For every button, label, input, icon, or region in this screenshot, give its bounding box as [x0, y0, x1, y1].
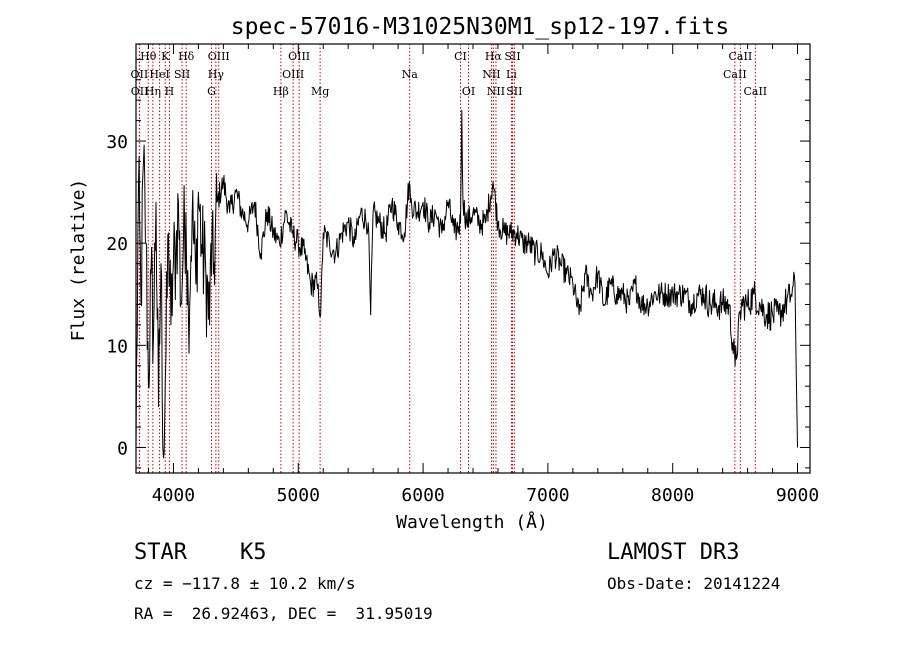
line-marker-label: OIII	[288, 50, 310, 63]
redshift-cz: cz = −117.8 ± 10.2 km/s	[134, 574, 356, 593]
x-tick-label: 7000	[526, 485, 569, 506]
line-marker-label: CaII	[743, 85, 767, 98]
line-marker-label: Hδ	[178, 50, 195, 63]
x-tick-label: 6000	[401, 485, 444, 506]
y-tick-label: 10	[106, 336, 128, 357]
line-marker-label: CaII	[729, 50, 753, 63]
line-marker-label: Hθ	[140, 50, 157, 63]
line-marker-label: Mg	[311, 85, 329, 98]
line-marker-label: H	[165, 85, 175, 98]
line-marker-label: NII	[487, 85, 505, 98]
line-marker-label: SII	[504, 50, 520, 63]
x-tick-label: 9000	[776, 485, 819, 506]
line-marker-label: Hη	[145, 85, 161, 98]
plot-frame	[135, 43, 811, 474]
line-marker-label: OIII	[282, 68, 304, 81]
line-marker-label: SII	[506, 85, 522, 98]
line-marker-label: OII	[131, 68, 149, 81]
object-subclass: K5	[240, 540, 267, 565]
line-marker-label: Na	[402, 68, 419, 81]
x-tick-label: 5000	[277, 485, 320, 506]
axes: 4000 5000 6000 7000 8000 9000 0 10 20 30	[106, 43, 819, 506]
line-marker-label: SII	[174, 68, 190, 81]
line-marker-label: HeI	[149, 68, 169, 81]
line-marker-label: Hα	[485, 50, 503, 63]
line-marker-label: Li	[506, 68, 517, 81]
y-tick-label: 30	[106, 132, 128, 153]
line-marker-label: OIII	[208, 50, 230, 63]
survey-name: LAMOST DR3	[607, 540, 740, 565]
spectrum-line	[135, 109, 798, 459]
plot-area	[135, 109, 798, 459]
observation-date: Obs-Date: 20141224	[607, 574, 781, 593]
line-marker-label: CI	[454, 50, 467, 63]
line-marker-label: Hγ	[208, 68, 225, 81]
object-class: STAR	[134, 540, 187, 565]
y-tick-label: 20	[106, 234, 128, 255]
line-marker-label: Hβ	[273, 85, 289, 98]
x-tick-label: 4000	[152, 485, 195, 506]
line-marker-label: K	[161, 50, 170, 63]
line-marker-label: CaII	[723, 68, 747, 81]
chart-title: spec-57016-M31025N30M1_sp12-197.fits	[231, 14, 730, 40]
x-axis-label: Wavelength (Å)	[396, 511, 548, 533]
line-marker-label: OI	[462, 85, 475, 98]
line-marker-label: OII	[131, 85, 149, 98]
y-axis-label: Flux (relative)	[68, 179, 89, 342]
line-marker-label: NII	[482, 68, 500, 81]
line-marker-label: G	[207, 85, 216, 98]
sky-coordinates: RA = 26.92463, DEC = 31.95019	[134, 604, 433, 623]
x-tick-label: 8000	[651, 485, 694, 506]
y-tick-label: 0	[117, 438, 128, 459]
